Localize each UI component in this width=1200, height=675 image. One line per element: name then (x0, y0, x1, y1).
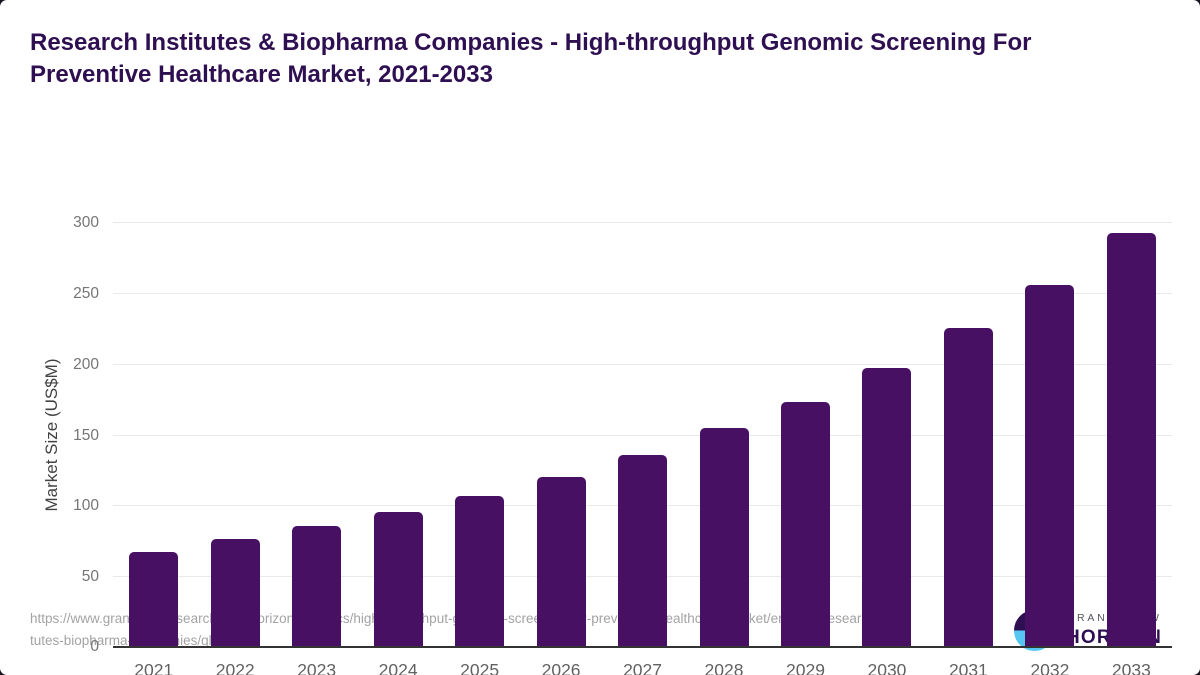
bar-2023[interactable] (292, 526, 342, 648)
bar-2031[interactable] (943, 327, 993, 648)
bar-2030[interactable] (862, 367, 912, 648)
gridline: 150 (73, 427, 1172, 444)
x-axis-labels: 2021 2022 2023 2024 2025 2026 2027 2028 2029 2030… (113, 654, 1172, 675)
bar-slot (520, 223, 601, 648)
x-tick-label: 2030 (867, 660, 907, 675)
gridline: 250 (73, 285, 1172, 302)
y-tick-label: 250 (73, 284, 99, 302)
y-tick-label: 100 (73, 497, 99, 515)
x-tick-label: 2028 (704, 660, 744, 675)
bar-slot (194, 223, 275, 648)
bar-2025[interactable] (455, 496, 505, 648)
x-tick-label: 2025 (460, 660, 500, 675)
bar-2032[interactable] (1025, 285, 1075, 648)
x-tick-label: 2032 (1030, 660, 1070, 675)
bar-2029[interactable] (780, 401, 830, 648)
bar-slot (357, 223, 438, 648)
bar-2033[interactable] (1106, 232, 1156, 648)
bar-2027[interactable] (618, 455, 668, 648)
bar-slot (1009, 223, 1090, 648)
x-tick-label: 2022 (215, 660, 255, 675)
bar-slot (846, 223, 927, 648)
bar-slot (683, 223, 764, 648)
bar-slot (928, 223, 1009, 648)
bar-2026[interactable] (536, 476, 586, 648)
x-tick-label: 2027 (623, 660, 663, 675)
x-tick-label: 2029 (786, 660, 825, 675)
y-tick-label: 200 (73, 355, 99, 373)
x-tick-label: 2026 (541, 660, 581, 675)
x-tick-label: 2033 (1111, 660, 1151, 675)
x-tick-label: 2024 (378, 660, 418, 675)
bar-slot (113, 223, 194, 648)
y-tick-label: 50 (81, 568, 99, 586)
x-tick-label: 2031 (948, 660, 988, 675)
y-axis-title: Market Size (US$M) (42, 358, 61, 512)
bar-2024[interactable] (373, 512, 423, 648)
bars-container (113, 223, 1172, 648)
y-tick-label: 150 (73, 426, 99, 444)
bar-2028[interactable] (699, 428, 749, 648)
bar-slot (602, 223, 683, 648)
x-axis-line: 0 (90, 638, 1172, 655)
chart-title: Research Institutes & Biopharma Companie… (30, 29, 1032, 88)
y-tick-label: 300 (73, 214, 99, 231)
plot-area: 0 50 100 150 200 250 300 (73, 214, 1172, 655)
x-tick-label: 2021 (134, 660, 174, 675)
x-tick-label: 2023 (297, 660, 337, 675)
gridline: 200 (73, 356, 1172, 373)
bar-slot (276, 223, 357, 648)
bar-slot (439, 223, 520, 648)
bar-slot (765, 223, 846, 648)
bar-slot (1091, 223, 1172, 648)
bar-2022[interactable] (210, 538, 260, 648)
gridline: 300 (73, 214, 1172, 231)
y-tick-label: 0 (90, 638, 99, 655)
bar-2021[interactable] (129, 551, 179, 648)
